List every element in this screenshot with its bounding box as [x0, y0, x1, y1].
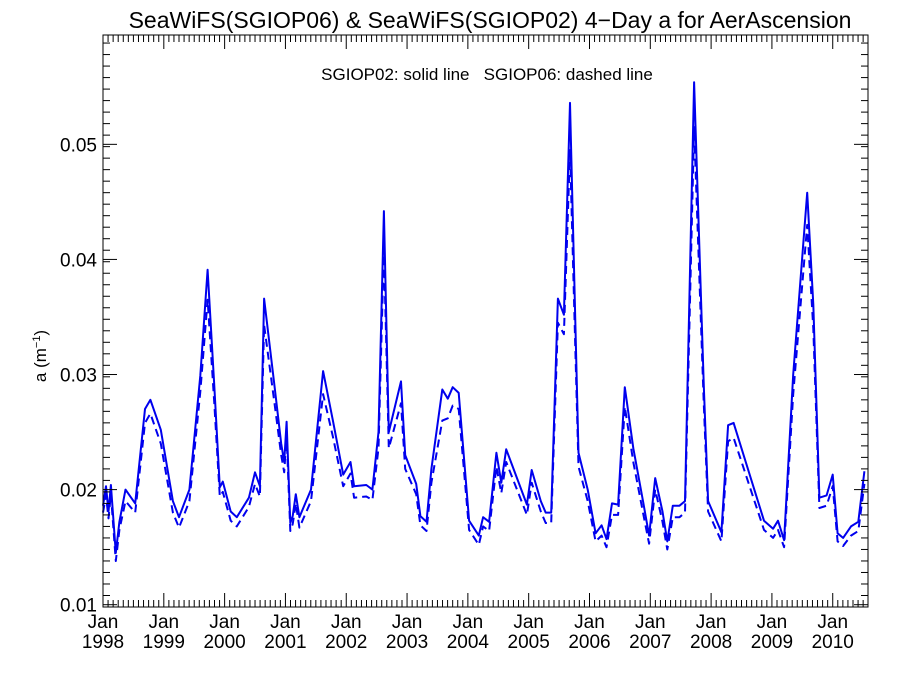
x-tick-year-label: 2010 — [812, 632, 854, 653]
axes-layer: 0.010.020.030.040.05Jan1998Jan1999Jan200… — [60, 34, 869, 653]
x-tick-year-label: 2004 — [447, 632, 490, 653]
x-tick-month-label: Jan — [453, 612, 484, 633]
x-tick-year-label: 2008 — [690, 632, 732, 653]
x-tick-year-label: 1998 — [82, 632, 124, 653]
x-tick-year-label: 2005 — [508, 632, 550, 653]
series-layer — [102, 81, 866, 562]
x-tick-month-label: Jan — [270, 612, 301, 633]
y-tick-label: 0.01 — [60, 596, 97, 617]
x-tick-month-label: Jan — [696, 612, 727, 633]
x-tick-year-label: 2009 — [751, 632, 793, 653]
y-axis-label: a (m−1) — [31, 330, 50, 382]
x-tick-year-label: 2001 — [264, 632, 306, 653]
chart-subtitle: SGIOP02: solid line SGIOP06: dashed line — [321, 65, 653, 84]
y-tick-label: 0.05 — [60, 135, 97, 156]
y-tick-label: 0.04 — [60, 250, 97, 271]
series-line-sgiop02 — [102, 81, 866, 554]
y-tick-label: 0.02 — [60, 481, 97, 502]
x-tick-year-label: 2000 — [203, 632, 245, 653]
x-tick-year-label: 1999 — [143, 632, 185, 653]
series-line-sgiop06 — [102, 126, 866, 562]
plot-frame — [102, 34, 869, 608]
x-tick-month-label: Jan — [88, 612, 119, 633]
x-tick-month-label: Jan — [574, 612, 605, 633]
x-tick-year-label: 2006 — [568, 632, 610, 653]
x-tick-year-label: 2003 — [386, 632, 428, 653]
y-axis-label-sup: −1 — [31, 336, 43, 349]
y-axis-label-main: a (m — [31, 348, 50, 382]
x-tick-month-label: Jan — [209, 612, 240, 633]
x-tick-year-label: 2002 — [325, 632, 367, 653]
x-tick-month-label: Jan — [817, 612, 848, 633]
x-tick-month-label: Jan — [635, 612, 666, 633]
x-tick-month-label: Jan — [757, 612, 788, 633]
y-axis-label-close: ) — [31, 330, 50, 336]
y-tick-label: 0.03 — [60, 366, 97, 387]
x-tick-month-label: Jan — [331, 612, 362, 633]
chart-title: SeaWiFS(SGIOP06) & SeaWiFS(SGIOP02) 4−Da… — [129, 7, 852, 33]
x-tick-month-label: Jan — [392, 612, 423, 633]
x-tick-year-label: 2007 — [629, 632, 671, 653]
x-tick-month-label: Jan — [513, 612, 544, 633]
x-tick-month-label: Jan — [148, 612, 179, 633]
